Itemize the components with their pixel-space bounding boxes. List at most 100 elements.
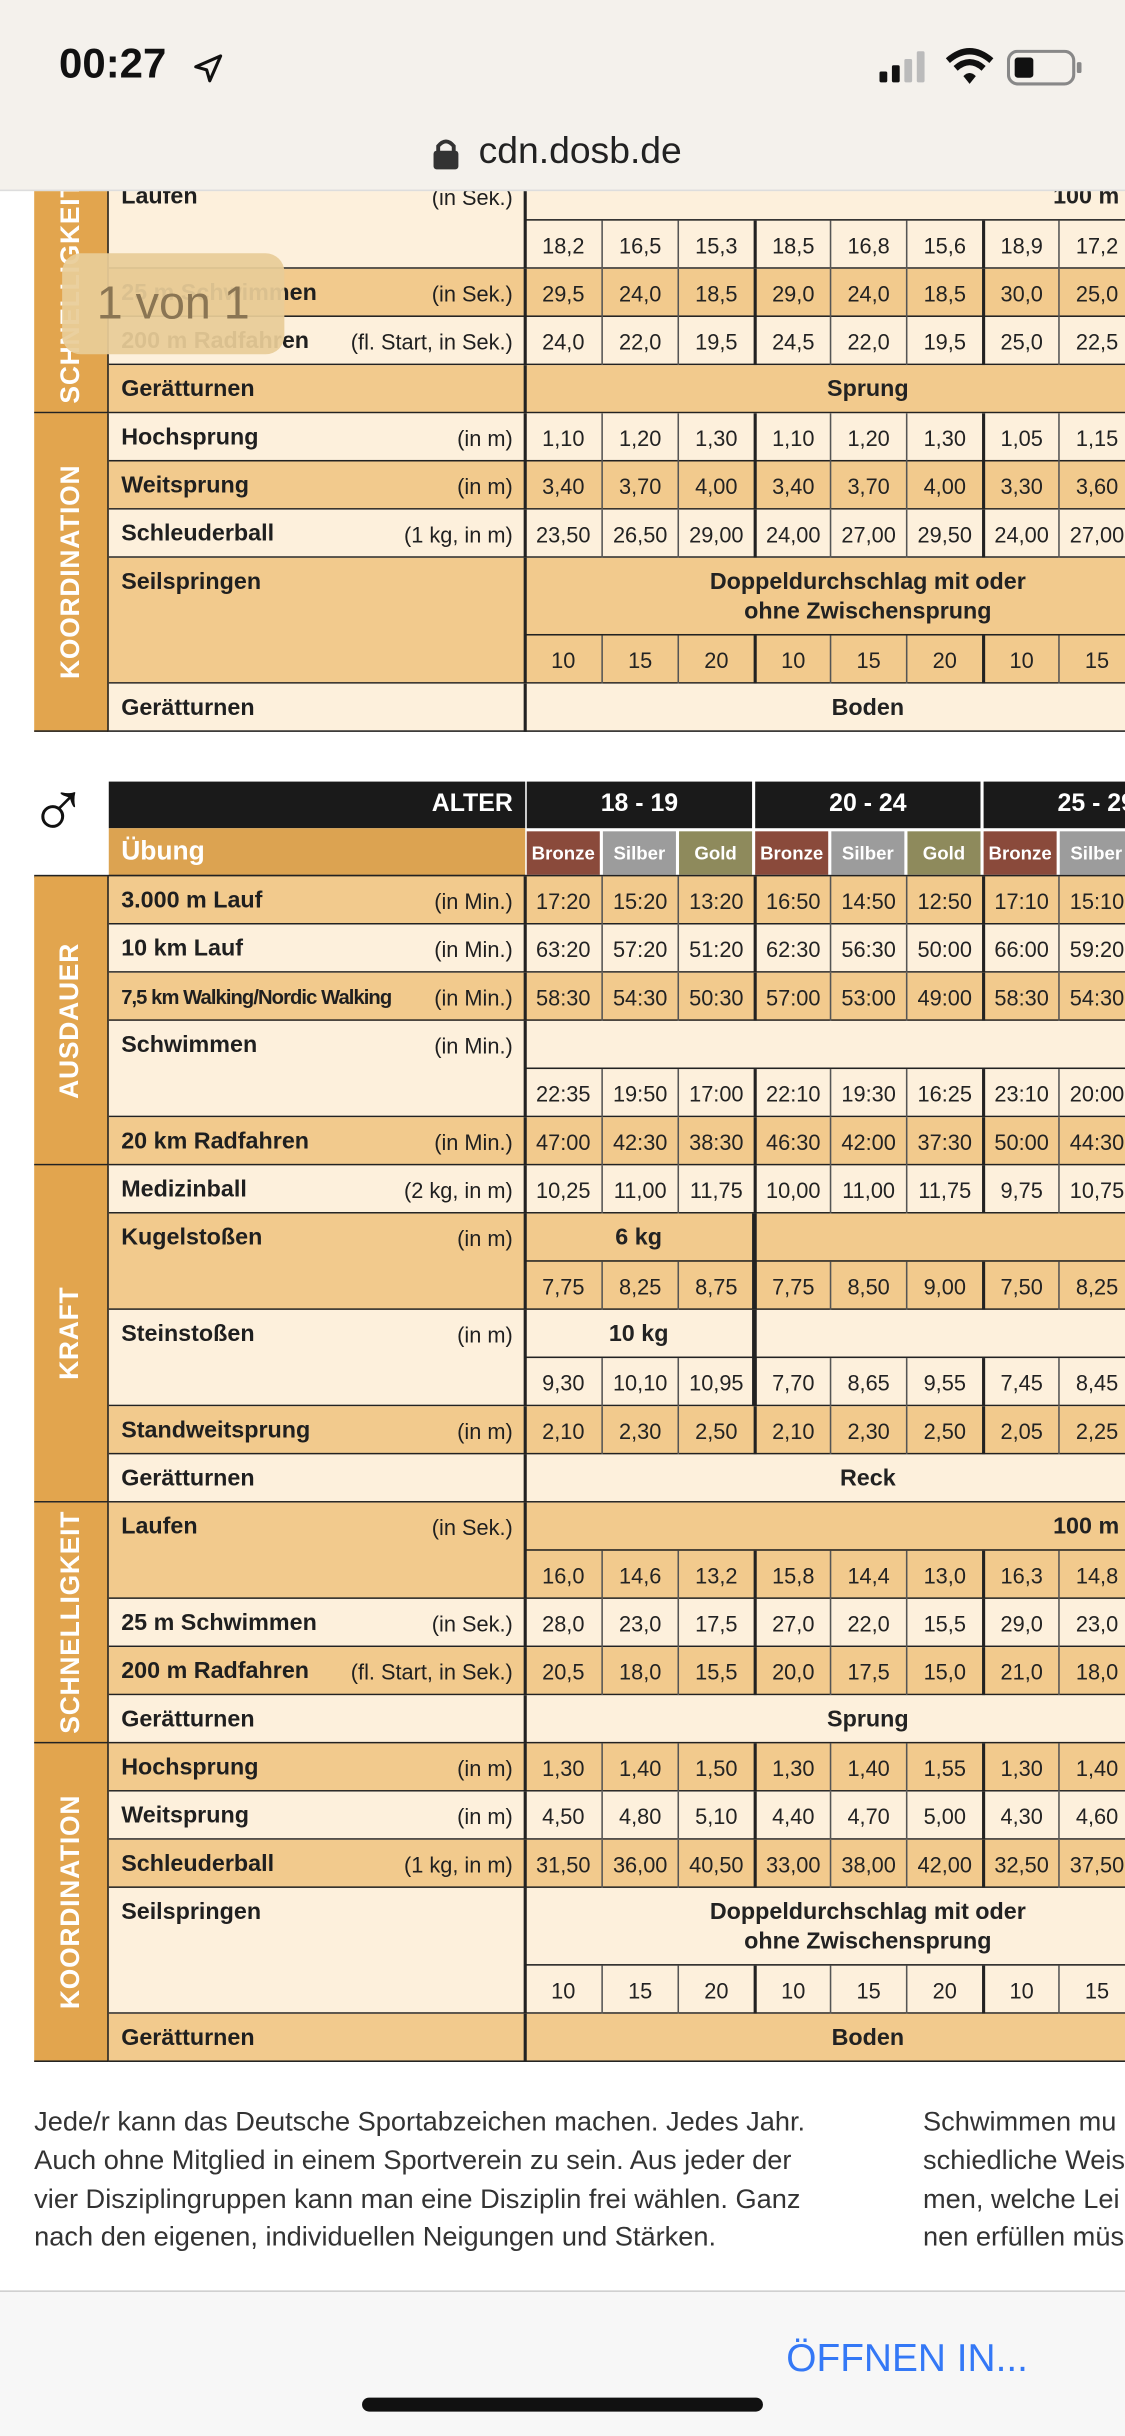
value-cell: 2,25 [1058,1406,1125,1455]
exercise-name: Laufen [121,1513,198,1540]
value-cell: 42:30 [601,1117,677,1166]
group-side: KOORDINATION [34,1743,109,2062]
value-cell: 1,10 [542,424,585,450]
value-cell: 50:30 [677,972,753,1021]
label-divider [523,1213,527,1310]
value-cell: 42,00 [905,1839,982,1888]
value-cell: 1,30 [982,1743,1058,1792]
weight: 6 kg [615,1224,662,1251]
wifi-icon [945,48,994,84]
value-cell: 18,5 [677,268,753,317]
discipline: Doppeldurchschlag mit oder ohne Zwischen… [709,568,1026,625]
label-divider [523,1598,527,1648]
value-cell: 4,00 [905,461,982,510]
row-label: Gerätturnen [109,1454,525,1502]
label-divider [523,1406,527,1455]
value-cell: 1,30 [542,1755,585,1780]
weight: 10 kg [608,1320,669,1348]
table-row [108,1887,1125,2014]
value-cell: 59:20 [1058,924,1125,973]
value-cell: 11,00 [829,1165,906,1214]
age-group: 20 - 24 [755,781,981,829]
label-divider [523,1117,527,1166]
value-cell: 11,75 [677,1165,753,1214]
value-cell: 49:00 [905,972,982,1021]
exercise-name: Gerätturnen [121,694,255,721]
value-cell: 22:35 [536,1080,591,1106]
unit: (in Sek.) [431,280,513,306]
apparatus: Boden [831,2024,905,2052]
exercise-name: 3.000 m Lauf [121,887,263,914]
value-cell: 18,0 [1058,1647,1125,1696]
exercise-name: Kugelstoßen [121,1224,263,1251]
row-label: Seilspringen [109,1888,525,1936]
age-group: 18 - 19 [526,781,753,829]
value-cell: 1,30 [905,413,982,462]
value-cell: 19,5 [677,316,753,366]
value-cell: 15,5 [677,1647,753,1696]
value-cell: 23:10 [982,1069,1058,1118]
table-row [108,1839,1125,1888]
open-in-button[interactable]: ÖFFNEN IN... [786,2337,1028,2381]
url[interactable]: cdn.dosb.de [478,130,682,173]
value-cell: 30,0 [982,268,1058,317]
paragraph-line: men, welche Lei [922,2182,1120,2214]
value-cell: 20 [905,1965,982,2014]
value-cell: 15 [829,1965,906,2014]
table-row [108,509,1125,558]
unit: (fl. Start, in Sek.) [350,1658,513,1684]
value-cell: 63:20 [536,936,591,962]
row-label: 3.000 m Lauf (in Min.) [109,876,525,924]
label-divider [523,172,527,269]
table-row [108,1020,1125,1118]
value-cell: 16,5 [601,220,677,269]
value-cell: 20 [905,635,982,684]
value-cell: 10,25 [536,1177,591,1202]
value-cell: 1,30 [753,1743,830,1792]
label-divider [523,1743,527,1792]
exercise-name: Seilspringen [121,568,262,596]
unit: (in m) [457,1803,513,1829]
value-cell: 16,8 [829,220,906,269]
value-cell: 46:30 [753,1117,830,1166]
apparatus: Sprung [827,1706,909,1733]
value-cell: 29,50 [905,509,982,558]
value-cell: 38:30 [677,1117,753,1166]
value-cell: 32,50 [982,1839,1058,1888]
value-cell: 31,50 [536,1851,591,1877]
apparatus: Boden [831,694,905,721]
value-cell: 1,40 [1058,1743,1125,1792]
value-cell: 14,6 [601,1550,677,1599]
discipline: Doppeldurchschlag mit oder ohne Zwischen… [709,1898,1026,1955]
value-cell: 16:50 [753,876,830,925]
exercise-header: Übung [108,828,526,877]
unit: (fl. Start, in Sek.) [350,328,513,354]
value-cell: 8,45 [1058,1358,1125,1407]
value-cell: 5,10 [677,1791,753,1840]
row-label: Schwimmen (in Min.) [109,1021,525,1069]
label-divider [523,413,527,462]
value-cell: 27,00 [1058,509,1125,558]
value-cell: 1,20 [601,413,677,462]
label-divider [523,365,527,414]
value-cell: 1,05 [982,413,1058,462]
row-label: Seilspringen [109,558,525,606]
value-cell: 1,15 [1058,413,1125,462]
exercise-name: 200 m Radfahren [121,1657,310,1685]
value-cell: 22,0 [601,316,677,366]
table-row [108,1454,1125,1503]
value-cell: 4,30 [982,1791,1058,1840]
row-label: 7,5 km Walking/Nordic Walking (in Min.) [109,973,525,1021]
value-cell: 29,5 [542,280,585,306]
value-cell: 1,40 [829,1743,906,1792]
gender-symbol: ♂ [27,762,89,854]
value-cell: 20 [677,1965,753,2014]
value-cell: 4,70 [829,1791,906,1840]
distance: 100 m [1053,1513,1120,1540]
label-divider [523,557,527,684]
value-cell: 22,0 [829,1598,906,1648]
value-cell: 15 [601,1965,677,2014]
value-cell: 58:30 [982,972,1058,1021]
